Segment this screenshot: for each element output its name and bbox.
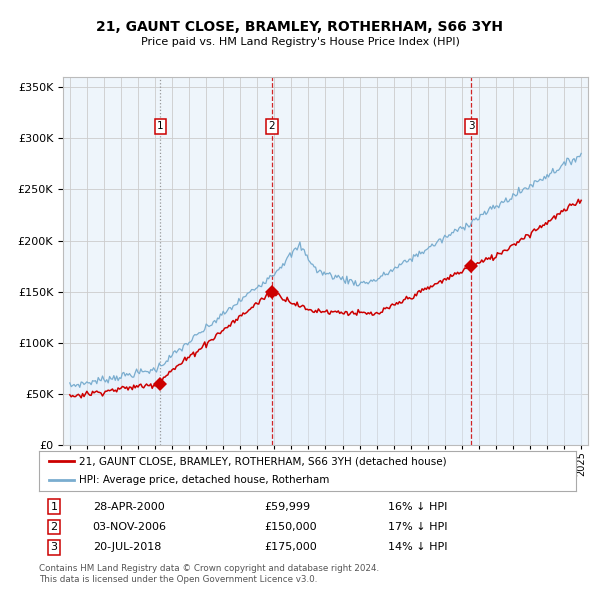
Text: Contains HM Land Registry data © Crown copyright and database right 2024.: Contains HM Land Registry data © Crown c… xyxy=(39,563,379,572)
Text: 17% ↓ HPI: 17% ↓ HPI xyxy=(388,522,448,532)
Text: £59,999: £59,999 xyxy=(265,502,311,512)
Text: 21, GAUNT CLOSE, BRAMLEY, ROTHERHAM, S66 3YH: 21, GAUNT CLOSE, BRAMLEY, ROTHERHAM, S66… xyxy=(97,19,503,34)
Text: 3: 3 xyxy=(50,542,58,552)
Text: 14% ↓ HPI: 14% ↓ HPI xyxy=(388,542,448,552)
Text: 28-APR-2000: 28-APR-2000 xyxy=(93,502,164,512)
Text: HPI: Average price, detached house, Rotherham: HPI: Average price, detached house, Roth… xyxy=(79,475,329,485)
Text: 3: 3 xyxy=(468,122,475,132)
Text: 2: 2 xyxy=(50,522,58,532)
Text: This data is licensed under the Open Government Licence v3.0.: This data is licensed under the Open Gov… xyxy=(39,575,317,584)
Text: 1: 1 xyxy=(157,122,164,132)
Text: Price paid vs. HM Land Registry's House Price Index (HPI): Price paid vs. HM Land Registry's House … xyxy=(140,38,460,47)
Text: 16% ↓ HPI: 16% ↓ HPI xyxy=(388,502,448,512)
Text: £150,000: £150,000 xyxy=(265,522,317,532)
Text: 1: 1 xyxy=(50,502,58,512)
Text: 03-NOV-2006: 03-NOV-2006 xyxy=(93,522,167,532)
Text: 21, GAUNT CLOSE, BRAMLEY, ROTHERHAM, S66 3YH (detached house): 21, GAUNT CLOSE, BRAMLEY, ROTHERHAM, S66… xyxy=(79,456,447,466)
Text: 20-JUL-2018: 20-JUL-2018 xyxy=(93,542,161,552)
Text: £175,000: £175,000 xyxy=(265,542,317,552)
Text: 2: 2 xyxy=(268,122,275,132)
